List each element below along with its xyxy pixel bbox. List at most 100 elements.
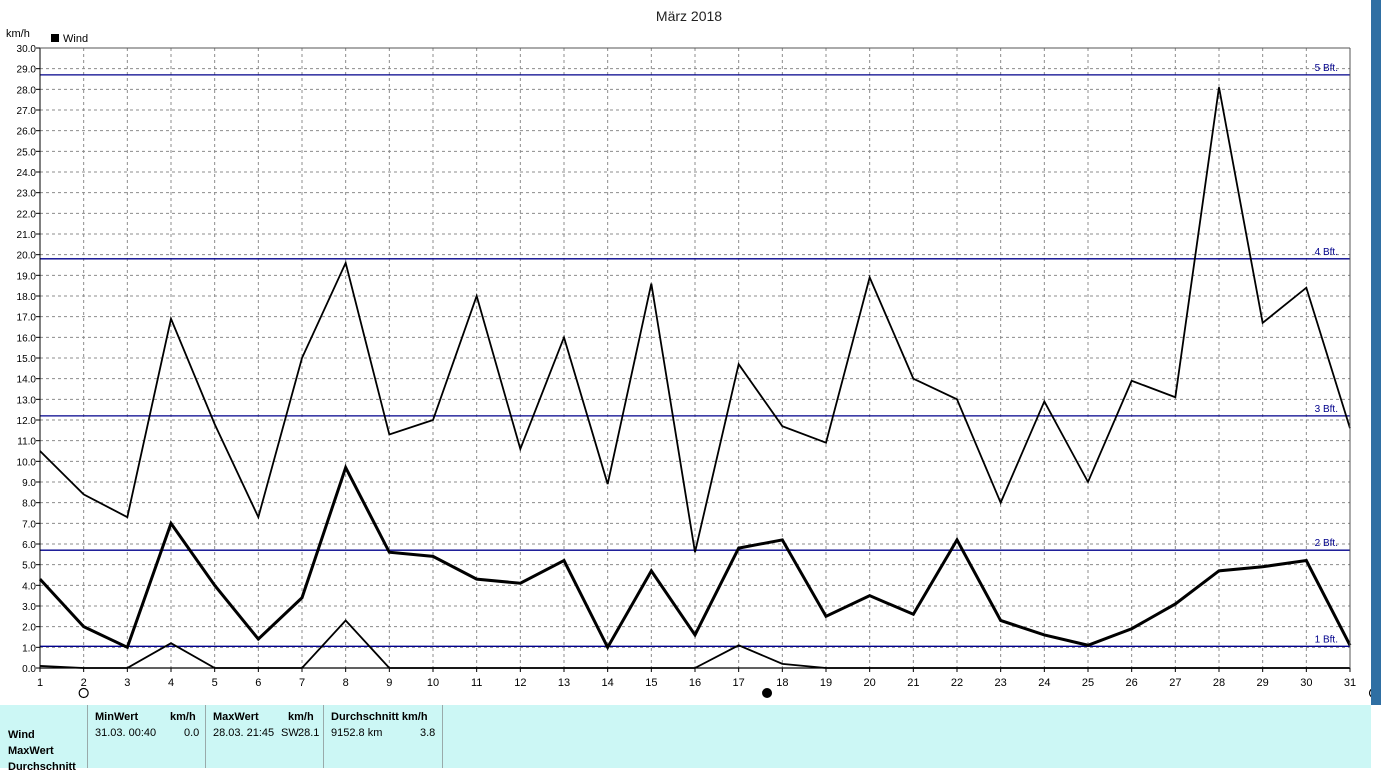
- summary-row-durchschnitt: Durchschnitt: [8, 761, 76, 773]
- summary-col-max: MaxWert km/h 28.03. 21:45 SW 28.1: [205, 705, 324, 768]
- y-tick-label: 18.0: [17, 292, 37, 303]
- x-tick-label: 2: [81, 677, 87, 689]
- y-tick-label: 5.0: [22, 561, 36, 572]
- x-tick-label: 18: [776, 677, 788, 689]
- y-tick-label: 15.0: [17, 354, 37, 365]
- x-tick-label: 16: [689, 677, 701, 689]
- beaufort-label: 3 Bft.: [1315, 404, 1338, 415]
- x-tick-label: 10: [427, 677, 439, 689]
- summary-col-min: MinWert km/h 31.03. 00:40 0.0: [87, 705, 206, 768]
- y-tick-label: 21.0: [17, 230, 37, 241]
- y-tick-label: 28.0: [17, 85, 37, 96]
- summary-col-avg: Durchschnitt km/h 9152.8 km 3.8: [323, 705, 443, 768]
- y-tick-label: 3.0: [22, 602, 36, 613]
- y-tick-label: 30.0: [17, 44, 37, 55]
- beaufort-label: 1 Bft.: [1315, 634, 1338, 645]
- summary-row-wind: Wind: [8, 729, 35, 741]
- y-tick-label: 6.0: [22, 540, 36, 551]
- min-value: 0.0: [184, 727, 200, 739]
- moon-markers: [78, 687, 1371, 699]
- avg-value: 3.8: [420, 727, 436, 739]
- beaufort-label: 5 Bft.: [1315, 63, 1338, 74]
- y-tick-label: 13.0: [17, 395, 37, 406]
- y-tick-label: 8.0: [22, 499, 36, 510]
- max-header: MaxWert: [213, 711, 259, 723]
- min-header: MinWert: [95, 711, 139, 723]
- y-axis-unit: km/h: [6, 28, 30, 40]
- x-tick-label: 7: [299, 677, 305, 689]
- legend-swatch: [51, 34, 59, 42]
- y-tick-label: 25.0: [17, 147, 37, 158]
- y-tick-label: 16.0: [17, 333, 37, 344]
- axes: 0.01.02.03.04.05.06.07.08.09.010.011.012…: [17, 44, 1357, 689]
- y-tick-label: 12.0: [17, 416, 37, 427]
- beaufort-reference-lines: 1 Bft. 2 Bft. 3 Bft. 4 Bft. 5 Bft.: [40, 63, 1350, 647]
- y-tick-label: 23.0: [17, 189, 37, 200]
- x-tick-label: 17: [733, 677, 745, 689]
- y-tick-label: 9.0: [22, 478, 36, 489]
- new-moon-icon: [762, 688, 773, 698]
- summary-row-maxwert: MaxWert: [8, 745, 54, 757]
- x-tick-label: 5: [212, 677, 218, 689]
- y-tick-label: 14.0: [17, 375, 37, 386]
- x-tick-label: 11: [471, 677, 482, 689]
- legend-label-wind: Wind: [63, 33, 88, 45]
- series-line-max: [39, 87, 1351, 553]
- y-tick-label: 2.0: [22, 623, 36, 634]
- y-tick-label: 10.0: [17, 457, 37, 468]
- min-timestamp: 31.03. 00:40: [95, 727, 157, 739]
- max-direction: SW: [281, 727, 299, 739]
- y-tick-label: 20.0: [17, 251, 37, 262]
- x-tick-label: 31: [1344, 677, 1356, 689]
- y-tick-label: 4.0: [22, 581, 36, 592]
- x-tick-label: 25: [1082, 677, 1094, 689]
- full-moon-icon: [1368, 688, 1371, 698]
- max-value: 28.1: [298, 727, 320, 739]
- x-tick-label: 29: [1257, 677, 1269, 689]
- series-line-avg: [38, 463, 1352, 651]
- y-tick-label: 7.0: [22, 519, 36, 530]
- y-tick-label: 22.0: [17, 209, 37, 220]
- x-tick-label: 28: [1213, 677, 1225, 689]
- x-tick-label: 19: [820, 677, 832, 689]
- y-tick-label: 0.0: [22, 664, 36, 675]
- y-tick-label: 24.0: [17, 168, 37, 179]
- y-tick-label: 11.0: [17, 437, 36, 448]
- avg-header: Durchschnitt km/h: [331, 711, 428, 723]
- x-tick-label: 30: [1300, 677, 1312, 689]
- full-moon-icon: [78, 687, 89, 699]
- y-tick-label: 19.0: [17, 271, 37, 282]
- x-tick-label: 6: [255, 677, 261, 689]
- min-header-unit: km/h: [170, 711, 196, 723]
- x-tick-label: 3: [124, 677, 130, 689]
- y-tick-label: 27.0: [17, 106, 37, 117]
- beaufort-label: 2 Bft.: [1315, 538, 1338, 549]
- x-tick-label: 1: [37, 677, 43, 689]
- max-timestamp: 28.03. 21:45: [213, 727, 275, 739]
- y-tick-label: 17.0: [17, 313, 37, 324]
- x-tick-label: 27: [1169, 677, 1181, 689]
- x-tick-label: 4: [168, 677, 174, 689]
- x-tick-label: 26: [1126, 677, 1138, 689]
- x-tick-label: 9: [386, 677, 392, 689]
- x-tick-label: 13: [558, 677, 570, 689]
- x-tick-label: 8: [343, 677, 349, 689]
- wind-chart: März 2018 km/h Wind 1 Bft. 2 Bft. 3 Bft. 4 …: [6, 8, 1371, 699]
- x-tick-label: 24: [1038, 677, 1050, 689]
- x-tick-label: 20: [864, 677, 876, 689]
- x-tick-label: 22: [951, 677, 963, 689]
- y-tick-label: 26.0: [17, 127, 37, 138]
- grid-lines: [40, 48, 1350, 668]
- x-tick-label: 12: [514, 677, 526, 689]
- beaufort-label: 4 Bft.: [1315, 247, 1338, 258]
- window-edge-strip: [1371, 0, 1381, 705]
- x-tick-label: 21: [907, 677, 919, 689]
- chart-title: März 2018: [656, 8, 722, 24]
- x-tick-label: 23: [995, 677, 1007, 689]
- summary-panel: Wind MaxWert Durchschnitt MinWert km/h 3…: [0, 705, 1371, 773]
- y-tick-label: 29.0: [17, 65, 37, 76]
- avg-distance: 9152.8 km: [331, 727, 383, 739]
- max-header-unit: km/h: [288, 711, 314, 723]
- x-tick-label: 15: [645, 677, 657, 689]
- x-tick-label: 14: [602, 677, 614, 689]
